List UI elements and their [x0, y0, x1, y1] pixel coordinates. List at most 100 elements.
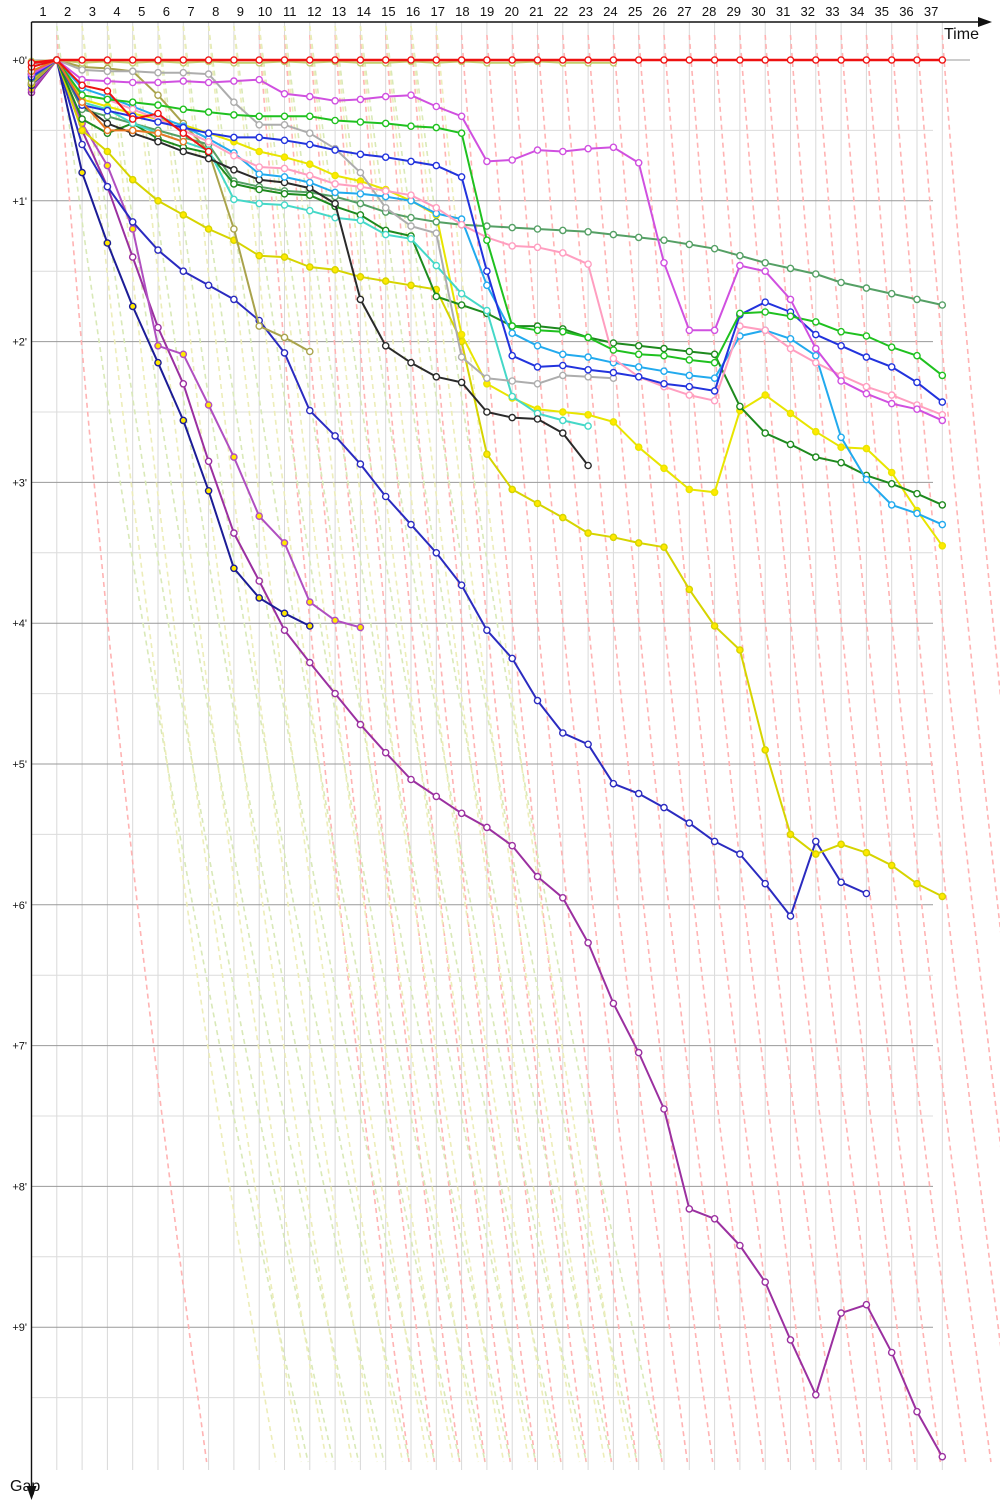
marker-red-leader-lap20 — [508, 56, 517, 64]
marker-purple-lap14 — [356, 720, 365, 729]
marker-skyblue-lap14 — [356, 189, 365, 198]
marker-navy-b-lap30 — [761, 879, 770, 888]
marker-violet-lap21 — [533, 146, 542, 154]
marker-pink-lap15 — [381, 187, 390, 195]
marker-pink-lap8 — [204, 137, 213, 146]
marker-purple-lap22 — [559, 894, 567, 902]
marker-turquoise-lap9 — [230, 195, 238, 204]
marker-green-lap34 — [862, 332, 871, 340]
marker-tan-khaki-lap12 — [305, 347, 314, 356]
marker-black-lap15 — [381, 341, 390, 350]
marker-black-lap17 — [432, 372, 441, 381]
marker-violet-lap30 — [761, 267, 770, 276]
marker-silver-lap14 — [356, 168, 365, 177]
marker-darkgreen-lap24 — [609, 339, 618, 347]
marker-darkgreen-lap28 — [710, 350, 719, 359]
lap-label-21: 21 — [529, 4, 543, 19]
marker-red-b-lap4 — [103, 87, 112, 95]
marker-violet-lap4 — [103, 77, 112, 85]
marker-pink-lap32 — [812, 358, 820, 367]
marker-purple-lap32 — [812, 1391, 820, 1399]
marker-orange-lap4 — [103, 126, 112, 135]
marker-yellow-b-lap21 — [533, 499, 542, 508]
marker-red-leader-lap19 — [483, 56, 491, 64]
marker-navy-b-lap27 — [685, 819, 694, 827]
marker-red-leader-lap28 — [710, 56, 719, 64]
marker-red-leader-lap17 — [432, 56, 441, 64]
marker-violet-lap26 — [660, 258, 668, 267]
marker-yellow-b-lap7 — [179, 211, 188, 219]
marker-red-leader-lap10 — [255, 56, 264, 64]
marker-darkgreen-lap32 — [812, 453, 820, 461]
marker-purple-lap36 — [913, 1407, 921, 1416]
marker-navy-b-lap4 — [103, 182, 112, 191]
marker-skyblue-lap10 — [255, 170, 264, 178]
marker-purple-lap19 — [483, 823, 491, 832]
marker-mediumpurple-lap11 — [280, 539, 289, 547]
paleyellow-lapping-fan-line — [410, 25, 606, 1463]
gap-label-2: +2' — [12, 337, 27, 349]
marker-violet-lap33 — [837, 377, 845, 385]
marker-darkgreen-lap10 — [255, 185, 264, 194]
marker-skyblue-lap23 — [584, 353, 592, 361]
marker-seagreen-lap37 — [938, 301, 947, 309]
marker-green-lap27 — [685, 356, 694, 364]
marker-skyblue-lap20 — [508, 329, 517, 338]
marker-turquoise-lap17 — [432, 261, 441, 270]
marker-blue-lap33 — [837, 341, 845, 350]
marker-navy-b-lap23 — [584, 740, 592, 749]
marker-pink-lap34 — [862, 382, 871, 391]
marker-blue-lap18 — [457, 173, 466, 181]
marker-pink-lap12 — [305, 171, 314, 180]
marker-blue-lap14 — [356, 150, 365, 159]
palegreen-lapping-fan-line — [131, 25, 385, 1463]
palegreen-lapping-fan-line — [359, 25, 613, 1463]
series-line-tan-khaki — [30, 59, 311, 353]
marker-purple-lap16 — [407, 775, 415, 784]
marker-silver-lap23 — [584, 372, 592, 381]
marker-navy-b-lap14 — [356, 460, 365, 468]
marker-navy-a-lap9 — [230, 564, 238, 573]
marker-green-lap14 — [356, 118, 365, 126]
marker-yellow-b-lap5 — [128, 175, 137, 184]
marker-pink-lap9 — [230, 151, 238, 160]
marker-seagreen-lap36 — [913, 295, 921, 304]
marker-yellow-b-lap30 — [761, 746, 770, 754]
marker-pink-lap31 — [786, 344, 795, 353]
marker-yellow-b-lap19 — [483, 450, 491, 459]
leader-lapping-fan-line — [56, 34, 208, 1463]
marker-navy-b-lap11 — [280, 349, 289, 357]
marker-turquoise-lap11 — [280, 201, 289, 209]
lap-label-4: 4 — [113, 4, 120, 19]
marker-yellow-a-lap33 — [837, 443, 845, 452]
palegreen-lapping-fan — [56, 25, 664, 1463]
series-line-red-b — [31, 59, 210, 153]
marker-seagreen-lap17 — [432, 218, 441, 226]
marker-navy-b-lap9 — [230, 295, 238, 304]
lap-label-12: 12 — [307, 4, 321, 19]
marker-yellow-a-lap31 — [786, 409, 795, 418]
marker-yellow-b-lap10 — [255, 251, 264, 260]
marker-violet-lap23 — [584, 144, 592, 153]
marker-pink-lap24 — [609, 354, 618, 363]
marker-red-leader-lap21 — [533, 56, 542, 64]
marker-darkgreen-lap25 — [634, 341, 643, 350]
marker-black-lap6 — [154, 137, 162, 146]
marker-green-lap29 — [736, 309, 744, 318]
marker-yellow-a-lap12 — [305, 160, 314, 168]
marker-blue-lap21 — [533, 363, 542, 371]
marker-yellow-b-lap33 — [837, 840, 845, 849]
marker-navy-b-lap33 — [837, 878, 845, 887]
marker-turquoise-lap20 — [508, 392, 517, 401]
marker-red-leader-lap11 — [280, 56, 289, 64]
marker-navy-b-lap19 — [483, 626, 491, 635]
marker-red-leader-lap25 — [634, 56, 643, 64]
marker-green-lap23 — [584, 333, 592, 342]
marker-yellow-a-lap35 — [887, 468, 896, 477]
lap-label-27: 27 — [677, 4, 691, 19]
marker-blue-lap35 — [887, 363, 896, 371]
marker-blue-lap30 — [761, 298, 770, 307]
marker-turquoise-lap12 — [305, 206, 314, 215]
marker-yellow-b-lap31 — [786, 830, 795, 839]
marker-green-lap16 — [407, 122, 415, 130]
